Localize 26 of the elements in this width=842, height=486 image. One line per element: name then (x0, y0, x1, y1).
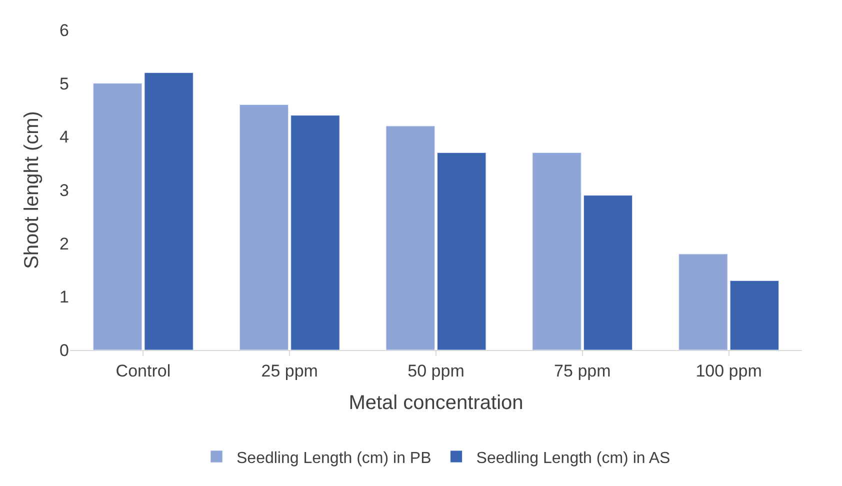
bar (678, 254, 728, 350)
y-tick-label: 1 (60, 288, 69, 307)
bar (532, 152, 582, 350)
y-tick-label: 2 (60, 234, 69, 254)
x-axis-title: Metal concentration (348, 392, 524, 414)
bar (290, 115, 340, 350)
bar (239, 104, 289, 350)
legend-label: Seedling Length (cm) in AS (476, 450, 670, 467)
y-tick-label: 3 (60, 180, 69, 200)
x-tick-label: 75 ppm (554, 361, 611, 380)
y-tick-label: 0 (60, 340, 69, 360)
bar (583, 195, 633, 350)
x-tick-label: Control (116, 361, 171, 380)
legend-label: Seedling Length (cm) in PB (236, 450, 432, 467)
bar (92, 83, 142, 350)
bar (144, 72, 194, 350)
y-axis-title: Shoot lenght (cm) (21, 111, 44, 269)
y-tick-label: 5 (60, 74, 69, 94)
y-tick-label: 4 (60, 128, 69, 147)
bar (730, 280, 780, 350)
y-tick-label: 6 (60, 20, 69, 40)
x-tick-label: 25 ppm (261, 361, 318, 380)
bar (386, 126, 435, 350)
bar (437, 152, 486, 350)
x-tick-label: 100 ppm (696, 361, 762, 380)
x-tick-label: 50 ppm (408, 361, 464, 380)
